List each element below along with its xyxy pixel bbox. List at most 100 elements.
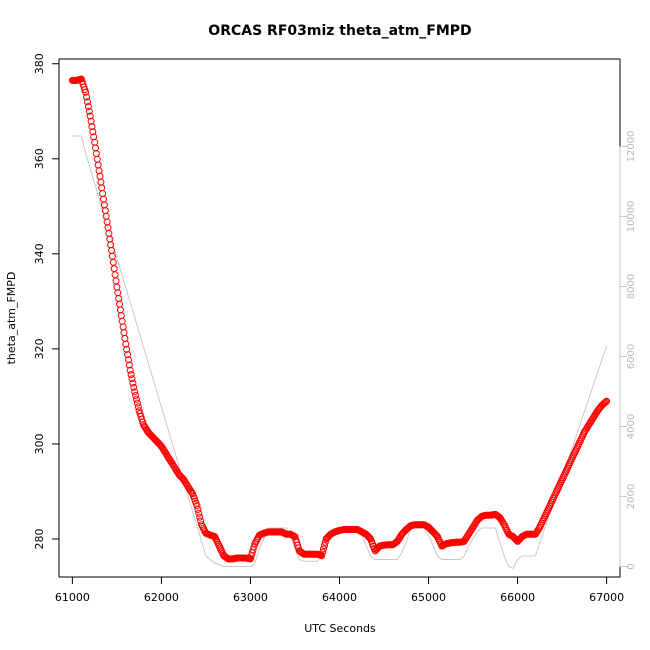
data-point — [108, 247, 115, 254]
data-point — [248, 549, 256, 557]
data-point — [97, 178, 105, 186]
data-point — [117, 312, 125, 320]
data-point — [109, 258, 117, 266]
data-point — [120, 329, 128, 337]
data-point — [121, 334, 129, 342]
y2-tick-label: 6000 — [626, 344, 637, 369]
data-point — [247, 552, 255, 560]
data-point — [123, 345, 131, 353]
data-point — [116, 300, 124, 308]
data-point — [90, 133, 98, 141]
data-point — [87, 117, 95, 125]
data-point — [92, 150, 100, 158]
data-point — [196, 513, 204, 521]
data-point — [125, 361, 133, 369]
x-axis-label: UTC Seconds — [304, 622, 376, 635]
data-point — [118, 317, 126, 325]
x-tick-label: 61000 — [55, 591, 90, 604]
data-point — [116, 306, 124, 314]
data-point — [88, 123, 96, 130]
data-point — [113, 283, 121, 291]
data-point — [108, 252, 116, 260]
plot-frame — [58, 58, 621, 578]
data-point — [98, 184, 106, 192]
y2-tick-label: 8000 — [626, 274, 637, 299]
data-point — [95, 167, 103, 175]
x-axis: 61000 62000 63000 64000 65000 66000 67000 — [55, 576, 624, 604]
data-point — [100, 201, 108, 209]
y2-tick-label: 2000 — [626, 484, 637, 509]
y-axis-label: theta_atm_FMPD — [5, 272, 18, 365]
data-point — [85, 107, 93, 115]
data-point — [127, 371, 135, 379]
data-point — [132, 392, 140, 399]
altitude-line-layer — [72, 135, 608, 569]
data-point — [194, 506, 202, 513]
data-point — [250, 543, 258, 551]
y-axis-left: 280 300 320 340 360 380 — [33, 53, 60, 549]
y2-tick-label: 12000 — [626, 131, 637, 163]
data-point — [129, 379, 137, 387]
y-tick-label: 300 — [33, 433, 46, 454]
data-point — [89, 128, 97, 136]
data-point — [93, 155, 101, 163]
x-tick-label: 66000 — [500, 591, 535, 604]
data-point — [124, 351, 132, 359]
data-point — [320, 545, 327, 553]
data-point — [115, 295, 123, 302]
data-point — [84, 98, 91, 106]
data-point — [99, 190, 107, 197]
y-axis-right: 0 2000 4000 6000 8000 10000 12000 — [619, 131, 637, 570]
y-tick-label: 280 — [33, 528, 46, 549]
y2-tick-label: 0 — [626, 563, 637, 569]
data-point — [119, 323, 127, 331]
data-point — [188, 488, 196, 496]
data-point — [128, 375, 136, 383]
data-point — [249, 546, 257, 554]
y-tick-label: 340 — [33, 243, 46, 264]
x-tick-label: 64000 — [322, 591, 357, 604]
y-tick-label: 380 — [33, 53, 46, 74]
data-point — [318, 552, 326, 560]
data-point — [366, 534, 374, 542]
data-point — [602, 398, 610, 406]
data-point — [96, 172, 104, 180]
data-point — [82, 88, 90, 96]
data-point — [319, 548, 327, 556]
data-point — [130, 383, 138, 391]
data-point — [111, 271, 119, 279]
data-point — [601, 399, 609, 407]
data-point — [114, 289, 122, 297]
x-tick-label: 65000 — [411, 591, 446, 604]
y-tick-label: 320 — [33, 338, 46, 359]
y-tick-label: 360 — [33, 148, 46, 169]
x-tick-label: 62000 — [144, 591, 179, 604]
data-point — [134, 403, 142, 411]
data-point — [133, 395, 140, 403]
data-point — [133, 399, 141, 407]
data-point — [92, 144, 99, 152]
data-point — [193, 502, 201, 510]
data-point — [110, 265, 118, 273]
x-tick-label: 67000 — [589, 591, 624, 604]
y2-tick-label: 10000 — [626, 201, 637, 233]
data-point — [106, 235, 114, 243]
data-point — [94, 161, 102, 169]
data-point — [100, 195, 107, 203]
data-point — [131, 388, 139, 396]
data-point — [126, 366, 134, 374]
data-point — [195, 509, 203, 517]
data-points-layer — [68, 75, 611, 563]
data-point — [603, 397, 611, 405]
data-point — [112, 277, 120, 285]
y2-tick-label: 4000 — [626, 414, 637, 439]
data-point — [83, 93, 91, 101]
data-point — [122, 340, 130, 348]
x-tick-label: 63000 — [233, 591, 268, 604]
data-point — [125, 356, 132, 364]
chart-title: ORCAS RF03miz theta_atm_FMPD — [208, 23, 471, 39]
altitude-line — [72, 135, 608, 569]
data-point — [320, 542, 328, 550]
data-point — [86, 112, 94, 120]
